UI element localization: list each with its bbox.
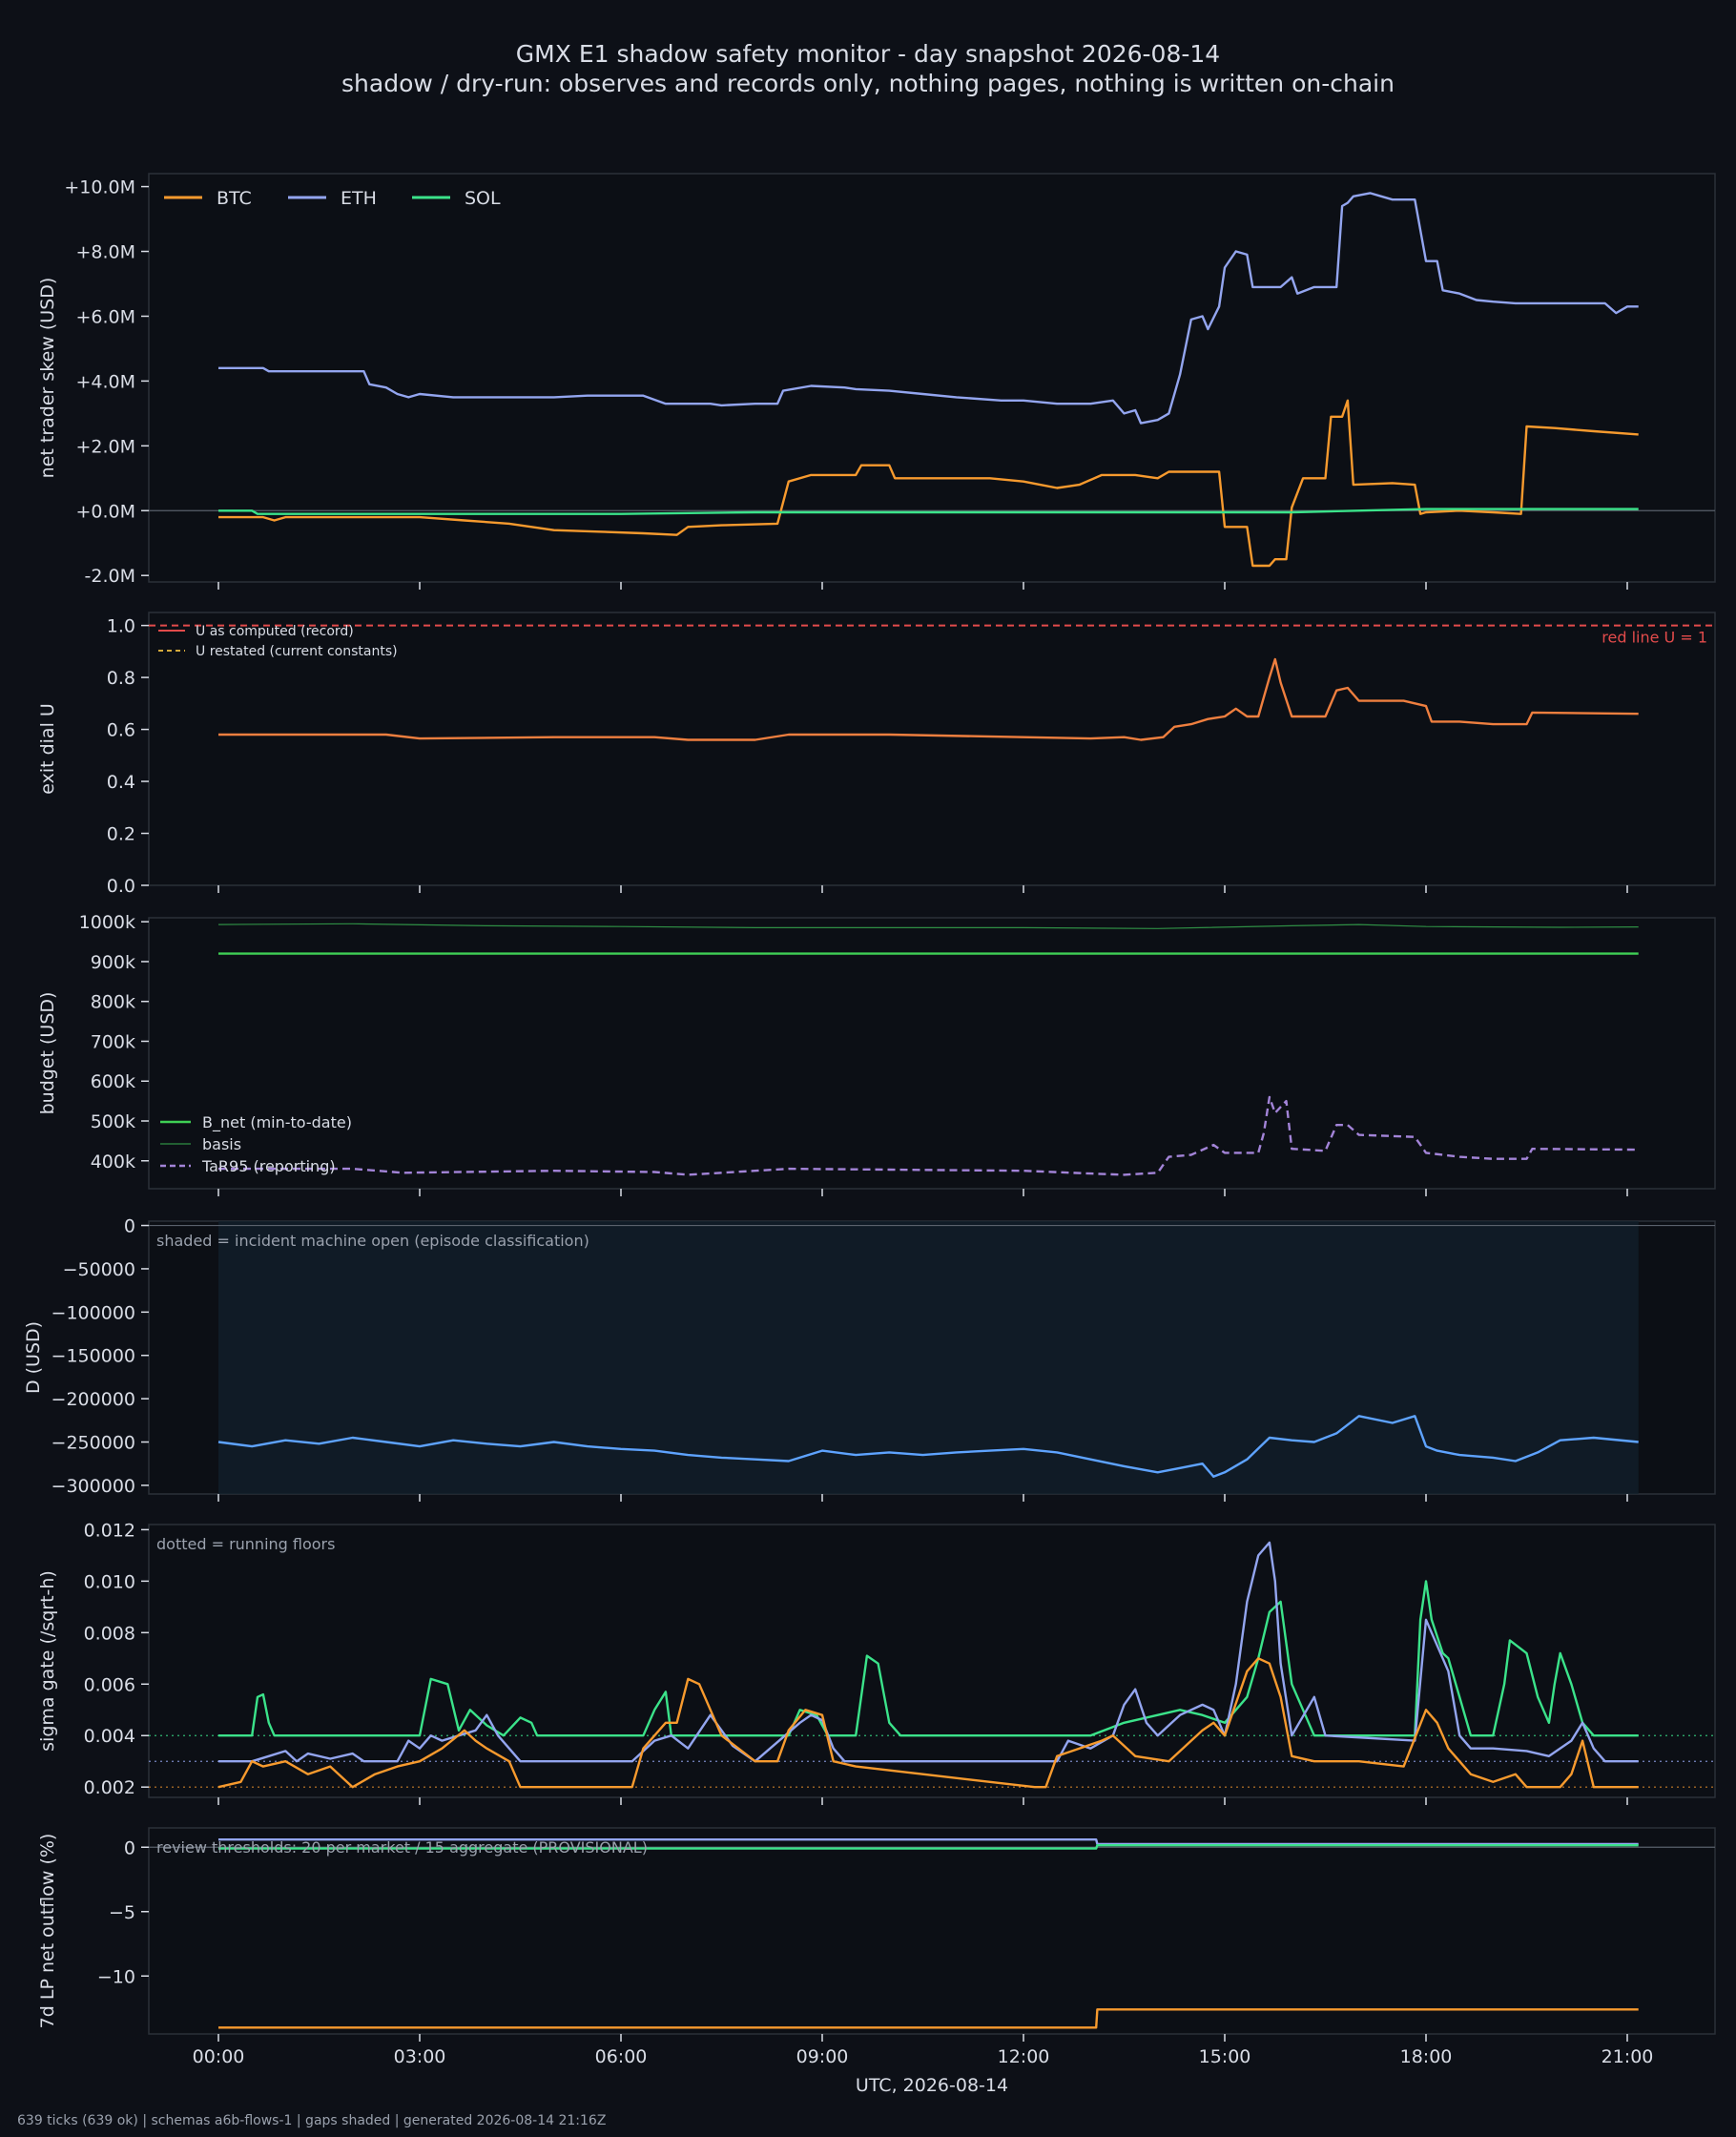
- series-line-basis: [217, 923, 1639, 929]
- y-tick-label: 0.004: [84, 1726, 135, 1747]
- y-tick-label: −100000: [52, 1302, 135, 1323]
- legend-label: TaR95 (reporting): [201, 1157, 336, 1175]
- y-tick-label: 0.012: [84, 1520, 135, 1541]
- series-line-tar95-reporting: [218, 1095, 1639, 1176]
- y-tick-label: 0: [124, 1216, 135, 1237]
- y-tick-label: −50000: [63, 1259, 135, 1280]
- chart-subtitle: shadow / dry-run: observes and records o…: [341, 70, 1395, 97]
- x-tick-label: 09:00: [796, 2046, 849, 2067]
- y-tick-label: 0.002: [84, 1777, 135, 1798]
- x-tick-label: 06:00: [595, 2046, 648, 2067]
- panel-6: 0 −5 −10 7d LP net outflow (%) review thresh…: [37, 1827, 1716, 2096]
- y-tick-label: −150000: [52, 1346, 135, 1367]
- legend-label: BTC: [217, 188, 252, 209]
- series-line-eth: [218, 192, 1639, 425]
- panel-1: -2.0M +0.0M +2.0M +4.0M +6.0M +8.0M +10.0M net …: [37, 173, 1716, 590]
- y-tick-label: −300000: [52, 1476, 135, 1497]
- y-tick-label: −5: [109, 1902, 135, 1923]
- y-tick-label: 1.0: [107, 616, 135, 637]
- axes-frame: [148, 917, 1716, 1190]
- legend-label: U as computed (record): [196, 624, 354, 639]
- y-axis-label: D (USD): [23, 1321, 44, 1394]
- y-tick-label: +2.0M: [75, 436, 135, 457]
- y-tick-label: +10.0M: [64, 177, 135, 198]
- panel-4: 0 −50000 −100000 −150000 −200000 −250000 −3000…: [23, 1216, 1716, 1502]
- series-line-u-as-computed-record: [218, 657, 1639, 741]
- y-tick-label: 600k: [91, 1071, 135, 1092]
- series-line-d: [217, 1415, 1639, 1478]
- axes-frame: [148, 612, 1716, 886]
- red-line-label: red line U = 1: [1602, 629, 1707, 647]
- y-tick-label: +0.0M: [75, 501, 135, 522]
- series-line-eth: [218, 1541, 1639, 1763]
- x-axis-label: UTC, 2026-08-14: [856, 2075, 1008, 2096]
- panel-annotation: dotted = running floors: [156, 1535, 335, 1553]
- footer-status: 639 ticks (639 ok) | schemas a6b-flows-1…: [17, 2113, 607, 2128]
- y-tick-label: 400k: [91, 1151, 135, 1172]
- y-axis-label: sigma gate (/sqrt-h): [37, 1570, 58, 1752]
- legend-label: B_net (min-to-date): [202, 1113, 352, 1132]
- x-tick-label: 00:00: [193, 2046, 245, 2067]
- y-tick-label: 0.2: [107, 824, 135, 845]
- y-tick-label: +8.0M: [75, 242, 135, 263]
- series-line-sol: [218, 1844, 1639, 1850]
- panel-annotation: shaded = incident machine open (episode …: [156, 1232, 589, 1250]
- y-tick-label: 700k: [91, 1031, 135, 1052]
- y-tick-label: 0.6: [107, 720, 135, 741]
- series-line-sol: [218, 1580, 1639, 1737]
- y-tick-label: −10: [97, 1966, 135, 1987]
- axes-frame: [148, 1827, 1716, 2035]
- y-tick-label: +6.0M: [75, 306, 135, 327]
- incident-shading: [218, 1221, 1639, 1494]
- y-tick-label: 900k: [91, 952, 135, 973]
- panel-annotation: review thresholds: 20 per market / 15 ag…: [156, 1838, 648, 1857]
- y-tick-label: 0.8: [107, 668, 135, 689]
- y-tick-label: 0.4: [107, 772, 135, 793]
- y-tick-label: 800k: [91, 992, 135, 1013]
- y-axis-label: 7d LP net outflow (%): [37, 1834, 58, 2029]
- legend-label: ETH: [341, 188, 377, 209]
- y-axis-label: budget (USD): [37, 992, 58, 1115]
- y-tick-label: +4.0M: [75, 371, 135, 392]
- y-tick-label: −250000: [52, 1433, 135, 1454]
- y-tick-label: 0: [124, 1837, 135, 1858]
- y-tick-label: -2.0M: [85, 566, 135, 587]
- y-tick-label: 0.0: [107, 876, 135, 897]
- series-line-btc: [217, 1657, 1639, 1789]
- series-line-btc: [218, 2008, 1639, 2029]
- x-tick-label: 18:00: [1400, 2046, 1453, 2067]
- panel-2: 0.0 0.2 0.4 0.6 0.8 1.0 exit dial U red line U …: [37, 612, 1716, 897]
- x-tick-label: 03:00: [394, 2046, 446, 2067]
- y-tick-label: 0.010: [84, 1571, 135, 1592]
- y-axis-label: net trader skew (USD): [37, 278, 58, 479]
- legend-label: U restated (current constants): [196, 644, 398, 659]
- y-tick-label: −200000: [52, 1389, 135, 1410]
- y-tick-label: 1000k: [79, 912, 135, 933]
- panel-5: 0.002 0.004 0.006 0.008 0.010 0.012 sigma gate…: [37, 1520, 1716, 1805]
- x-tick-label: 21:00: [1602, 2046, 1654, 2067]
- legend-label: basis: [202, 1135, 241, 1153]
- series-line-btc: [218, 399, 1639, 568]
- y-tick-label: 500k: [91, 1111, 135, 1132]
- x-tick-label: 12:00: [998, 2046, 1050, 2067]
- x-tick-label: 15:00: [1199, 2046, 1251, 2067]
- series-line-sol: [218, 508, 1639, 515]
- y-tick-label: 0.006: [84, 1674, 135, 1695]
- chart-title: GMX E1 shadow safety monitor - day snaps…: [515, 40, 1221, 68]
- series-line-eth: [218, 1838, 1639, 1846]
- axes-frame: [148, 173, 1716, 583]
- y-axis-label: exit dial U: [37, 703, 58, 795]
- axes-frame: [148, 1524, 1716, 1798]
- panel-3: 400k 500k 600k 700k 800k 900k 1000k budget (USD…: [37, 912, 1716, 1196]
- legend-label: SOL: [465, 188, 501, 209]
- y-tick-label: 0.008: [84, 1623, 135, 1644]
